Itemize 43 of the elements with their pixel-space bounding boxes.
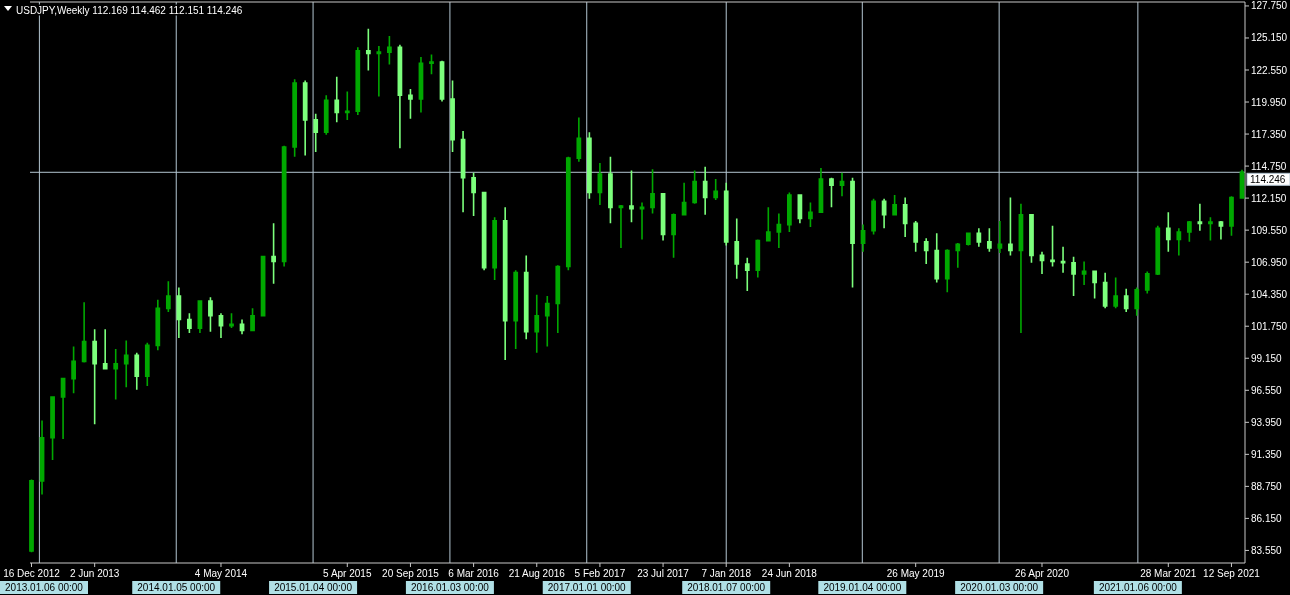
y-tick-label: 117.350 <box>1251 128 1287 140</box>
y-tick-label: 91.350 <box>1251 448 1283 460</box>
y-tick-label: 114.750 <box>1251 160 1287 172</box>
ref-line-label: 2018.01.07 00:00 <box>687 582 766 593</box>
y-tick-label: 101.750 <box>1251 320 1288 332</box>
ref-line-label: 2016.01.03 00:00 <box>410 582 490 593</box>
x-tick-label: 23 Jul 2017 <box>637 568 690 579</box>
y-tick-label: 86.150 <box>1251 512 1283 524</box>
ref-line-label: 2017.01.01 00:00 <box>547 582 627 593</box>
x-tick-label: 6 Mar 2016 <box>448 568 500 579</box>
ref-line-label: 2014.01.05 00:00 <box>137 582 216 593</box>
y-tick-label: 112.150 <box>1251 192 1287 204</box>
ref-line-label: 2021.01.06 00:00 <box>1098 582 1178 593</box>
y-tick-label: 109.550 <box>1251 224 1288 236</box>
y-tick-label: 88.750 <box>1251 480 1283 492</box>
x-tick-label: 4 May 2014 <box>194 568 248 579</box>
ref-line-label: 2015.01.04 00:00 <box>274 582 353 593</box>
x-tick-label: 12 Sep 2021 <box>1203 568 1261 579</box>
x-tick-label: 21 Aug 2016 <box>508 568 566 579</box>
y-tick-label: 93.950 <box>1251 416 1283 428</box>
y-tick-label: 83.550 <box>1251 544 1283 556</box>
x-tick-label: 2 Jun 2013 <box>69 568 120 579</box>
x-tick-label: 24 Jun 2018 <box>761 568 818 579</box>
y-tick-label: 96.550 <box>1251 384 1283 396</box>
ref-line-label: 2020.01.03 00:00 <box>960 582 1039 593</box>
y-tick-label: 99.150 <box>1251 352 1283 364</box>
y-tick-label: 122.550 <box>1251 64 1288 76</box>
x-tick-label: 5 Apr 2015 <box>323 568 372 579</box>
y-tick-label: 104.350 <box>1251 288 1288 300</box>
x-tick-label: 26 Apr 2020 <box>1015 568 1070 579</box>
x-tick-label: 5 Feb 2017 <box>574 568 626 579</box>
x-tick-label: 28 Mar 2021 <box>1140 568 1197 579</box>
y-tick-label: 127.750 <box>1251 0 1288 12</box>
y-tick-label: 119.950 <box>1251 96 1287 108</box>
y-tick-label: 106.950 <box>1251 256 1288 268</box>
ref-line-label: 2013.01.06 00:00 <box>5 582 84 593</box>
x-tick-label: 20 Sep 2015 <box>382 568 440 579</box>
x-tick-label: 16 Dec 2012 <box>3 568 61 579</box>
x-tick-label: 26 May 2019 <box>886 568 946 579</box>
y-tick-label: 125.150 <box>1251 32 1288 44</box>
ref-line-label: 114.246 <box>1250 174 1286 186</box>
x-tick-label: 7 Jan 2018 <box>701 568 752 579</box>
ref-line-label: 2019.01.04 00:00 <box>823 582 902 593</box>
